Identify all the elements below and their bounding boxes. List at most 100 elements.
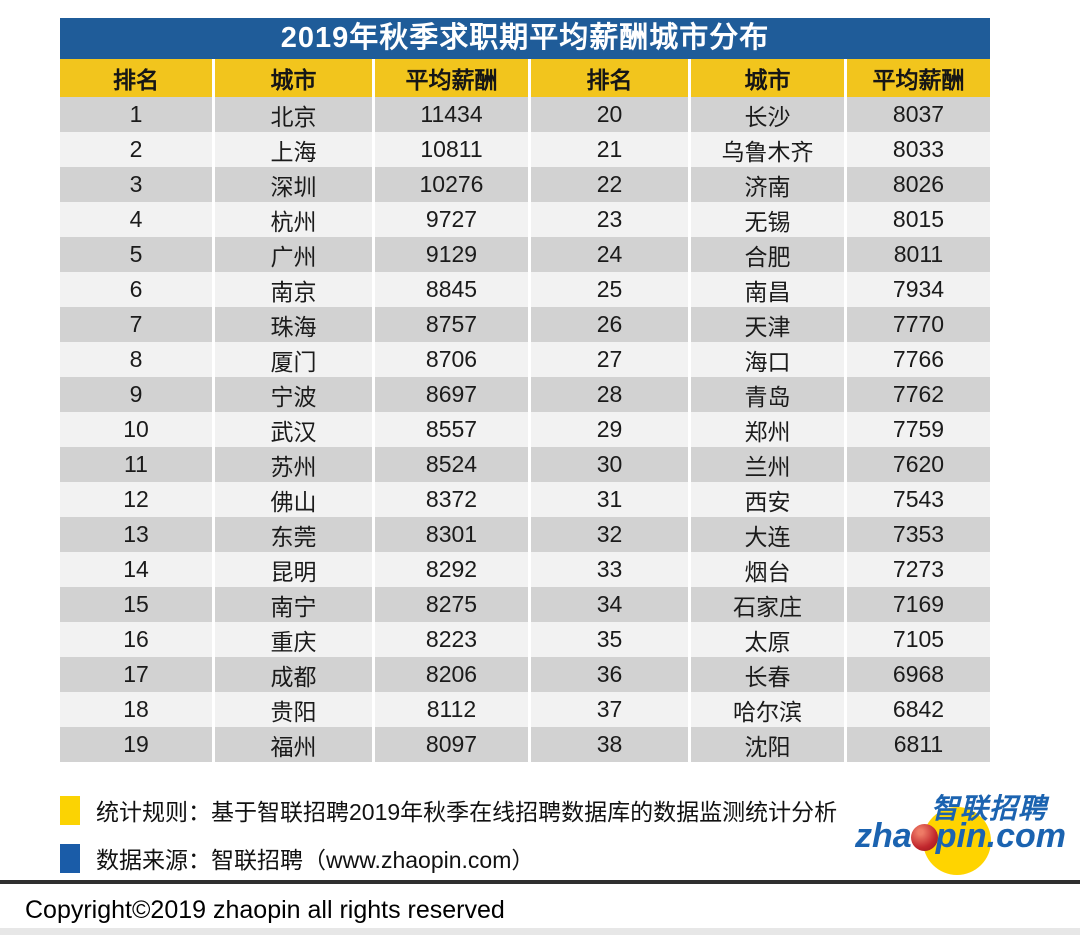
city-cell: 上海 — [212, 132, 372, 167]
table-row: 13 东莞 8301 32 大连 7353 — [60, 517, 990, 552]
rank-cell: 21 — [528, 132, 688, 167]
salary-cell: 7934 — [844, 272, 990, 307]
salary-cell: 8015 — [844, 202, 990, 237]
rank-cell: 18 — [123, 696, 149, 722]
salary-cell: 7105 — [844, 622, 990, 657]
salary-cell: 7620 — [844, 447, 990, 482]
table-row: 11 苏州 8524 30 兰州 7620 — [60, 447, 990, 482]
salary-cell: 8697 — [372, 377, 528, 412]
salary-cell: 6811 — [844, 727, 990, 762]
salary-cell: 8037 — [844, 97, 990, 132]
rank-cell: 6 — [129, 276, 143, 302]
city-cell: 佛山 — [212, 482, 372, 517]
city-cell: 南宁 — [212, 587, 372, 622]
salary-cell: 10811 — [372, 132, 528, 167]
rank-cell: 26 — [528, 307, 688, 342]
salary-cell: 8706 — [372, 342, 528, 377]
table-row: 4 杭州 9727 23 无锡 8015 — [60, 202, 990, 237]
note-data-source-text: 数据来源：智联招聘（www.zhaopin.com） — [96, 847, 535, 873]
salary-cell: 7762 — [844, 377, 990, 412]
rank-cell: 11 — [124, 451, 148, 477]
salary-cell: 8097 — [372, 727, 528, 762]
rank-cell: 33 — [528, 552, 688, 587]
table-row: 16 重庆 8223 35 太原 7105 — [60, 622, 990, 657]
table-row: 17 成都 8206 36 长春 6968 — [60, 657, 990, 692]
city-cell: 烟台 — [688, 552, 844, 587]
city-cell: 苏州 — [212, 447, 372, 482]
bottom-edge-strip — [0, 928, 1080, 935]
rank-cell: 16 — [123, 626, 149, 652]
rank-cell: 7 — [129, 311, 143, 337]
city-cell: 大连 — [688, 517, 844, 552]
table-row: 8 厦门 8706 27 海口 7766 — [60, 342, 990, 377]
blue-square-icon — [60, 843, 80, 873]
note-stat-rule-text: 统计规则：基于智联招聘2019年秋季在线招聘数据库的数据监测统计分析 — [96, 799, 838, 825]
salary-cell: 8223 — [372, 622, 528, 657]
header-row: 排名 城市 平均薪酬 排名 城市 平均薪酬 — [60, 59, 990, 97]
rank-cell: 35 — [528, 622, 688, 657]
salary-cell: 6842 — [844, 692, 990, 727]
city-cell: 长春 — [688, 657, 844, 692]
table-row: 6 南京 8845 25 南昌 7934 — [60, 272, 990, 307]
footer-divider — [0, 880, 1080, 884]
table-row: 1 北京 11434 20 长沙 8037 — [60, 97, 990, 132]
table-row: 10 武汉 8557 29 郑州 7759 — [60, 412, 990, 447]
city-cell: 厦门 — [212, 342, 372, 377]
table-row: 19 福州 8097 38 沈阳 6811 — [60, 727, 990, 762]
salary-cell: 9727 — [372, 202, 528, 237]
city-cell: 昆明 — [212, 552, 372, 587]
city-cell: 南昌 — [688, 272, 844, 307]
rank-cell: 37 — [528, 692, 688, 727]
salary-cell: 8026 — [844, 167, 990, 202]
rank-cell: 10 — [123, 416, 149, 442]
rank-cell: 22 — [528, 167, 688, 202]
table-row: 9 宁波 8697 28 青岛 7762 — [60, 377, 990, 412]
header-cell: 排名 — [113, 67, 159, 93]
city-cell: 珠海 — [212, 307, 372, 342]
city-cell: 杭州 — [212, 202, 372, 237]
rank-cell: 13 — [123, 521, 149, 547]
city-cell: 哈尔滨 — [688, 692, 844, 727]
table-row: 18 贵阳 8112 37 哈尔滨 6842 — [60, 692, 990, 727]
rank-cell: 14 — [123, 556, 149, 582]
city-cell: 东莞 — [212, 517, 372, 552]
rank-cell: 12 — [123, 486, 149, 512]
table-row: 7 珠海 8757 26 天津 7770 — [60, 307, 990, 342]
salary-cell: 7759 — [844, 412, 990, 447]
rank-cell: 38 — [528, 727, 688, 762]
rank-cell: 34 — [528, 587, 688, 622]
logo-brand-post: pin.com — [935, 817, 1067, 855]
city-cell: 合肥 — [688, 237, 844, 272]
rank-cell: 30 — [528, 447, 688, 482]
salary-table: 2019年秋季求职期平均薪酬城市分布 排名 城市 平均薪酬 排名 城市 平均薪酬 1 北京 1… — [60, 18, 990, 762]
salary-cell: 8275 — [372, 587, 528, 622]
rank-cell: 19 — [123, 731, 149, 757]
salary-cell: 8757 — [372, 307, 528, 342]
salary-cell: 8033 — [844, 132, 990, 167]
rank-cell: 25 — [528, 272, 688, 307]
salary-cell: 11434 — [372, 97, 528, 132]
salary-cell: 7169 — [844, 587, 990, 622]
city-cell: 重庆 — [212, 622, 372, 657]
salary-cell: 8011 — [844, 237, 990, 272]
header-cell: 平均薪酬 — [844, 59, 990, 97]
rank-cell: 20 — [528, 97, 688, 132]
city-cell: 广州 — [212, 237, 372, 272]
city-cell: 郑州 — [688, 412, 844, 447]
zhaopin-logo: 智联招聘 zha pin.com — [855, 783, 1075, 888]
salary-cell: 7766 — [844, 342, 990, 377]
header-cell: 城市 — [688, 59, 844, 97]
logo-red-dot-icon — [910, 824, 938, 851]
city-cell: 海口 — [688, 342, 844, 377]
rank-cell: 4 — [129, 206, 143, 232]
rank-cell: 9 — [129, 381, 143, 407]
city-cell: 南京 — [212, 272, 372, 307]
salary-cell: 7353 — [844, 517, 990, 552]
note-data-source: 数据来源：智联招聘（www.zhaopin.com） — [60, 841, 534, 875]
table-row: 3 深圳 10276 22 济南 8026 — [60, 167, 990, 202]
logo-brand-pre: zha — [855, 817, 912, 855]
table-row: 12 佛山 8372 31 西安 7543 — [60, 482, 990, 517]
rank-cell: 1 — [129, 101, 143, 127]
rank-cell: 8 — [129, 346, 143, 372]
salary-cell: 7273 — [844, 552, 990, 587]
